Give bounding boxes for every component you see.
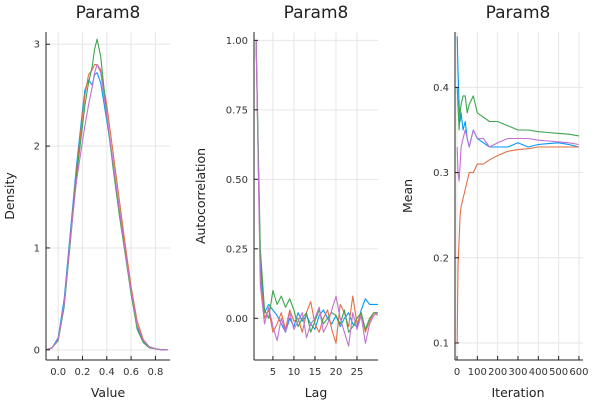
- chart-panel-3: 0 100 200 300 400 500 600 0.1 0.2 0.3 0.4 Param8 Ite…: [400, 3, 588, 400]
- y-tick-label: 0.4: [433, 83, 449, 94]
- y-axis-label: Density: [2, 172, 17, 220]
- series-line-3: [255, 40, 378, 333]
- x-tick-label: 0.0: [50, 367, 66, 378]
- y-tick-label: 0.00: [226, 314, 248, 325]
- y-tick-label: 0.75: [226, 105, 248, 116]
- x-tick-label: 600: [569, 367, 588, 378]
- x-tick-label: 100: [468, 367, 487, 378]
- series-line-4: [255, 40, 378, 347]
- chart-title: Param8: [486, 3, 551, 23]
- x-tick-label: 400: [529, 367, 548, 378]
- x-axis-label: Value: [91, 385, 126, 400]
- x-tick-label: 0: [454, 367, 460, 378]
- series-line-3: [456, 87, 579, 137]
- chart-panel-2: 5 10 15 20 25 0.00 0.25 0.50 0.75 1.00 Param8 Lag Au…: [193, 3, 378, 400]
- y-tick-label: 0.1: [433, 338, 449, 349]
- y-tick-label: 1: [34, 243, 40, 254]
- y-tick-label: 3: [34, 40, 40, 51]
- x-tick-label: 0.4: [99, 367, 115, 378]
- y-axis-label: Autocorrelation: [193, 148, 208, 244]
- series-line-2: [255, 40, 378, 344]
- chart-title: Param8: [284, 3, 349, 23]
- x-tick-label: 0.2: [75, 367, 91, 378]
- y-tick-label: 0: [34, 345, 40, 356]
- series-line-2: [456, 146, 579, 344]
- series-line-1: [255, 40, 378, 333]
- x-tick-label: 0.6: [123, 367, 139, 378]
- x-axis-label: Iteration: [491, 385, 544, 400]
- series-line-4: [456, 129, 579, 182]
- chart-panel-1: 0.0 0.2 0.4 0.6 0.8 0 1 2 3 Param8 Value Density: [2, 3, 170, 400]
- x-tick-label: 20: [330, 367, 343, 378]
- x-tick-label: 25: [351, 367, 364, 378]
- y-tick-label: 0.25: [226, 244, 248, 255]
- x-axis-label: Lag: [305, 385, 328, 400]
- y-tick-label: 0.2: [433, 253, 449, 264]
- y-tick-label: 0.3: [433, 168, 449, 179]
- chart-title: Param8: [76, 3, 141, 23]
- x-tick-label: 200: [488, 367, 507, 378]
- y-tick-label: 1.00: [226, 36, 248, 47]
- x-tick-label: 300: [508, 367, 527, 378]
- series-line-1: [456, 36, 580, 148]
- y-axis-label: Mean: [400, 179, 415, 213]
- x-tick-label: 5: [270, 367, 276, 378]
- x-tick-label: 15: [309, 367, 322, 378]
- x-tick-label: 500: [549, 367, 568, 378]
- x-tick-label: 10: [288, 367, 301, 378]
- x-tick-label: 0.8: [147, 367, 163, 378]
- y-tick-label: 2: [34, 142, 40, 153]
- series-line-4: [46, 64, 168, 351]
- y-tick-label: 0.50: [226, 175, 248, 186]
